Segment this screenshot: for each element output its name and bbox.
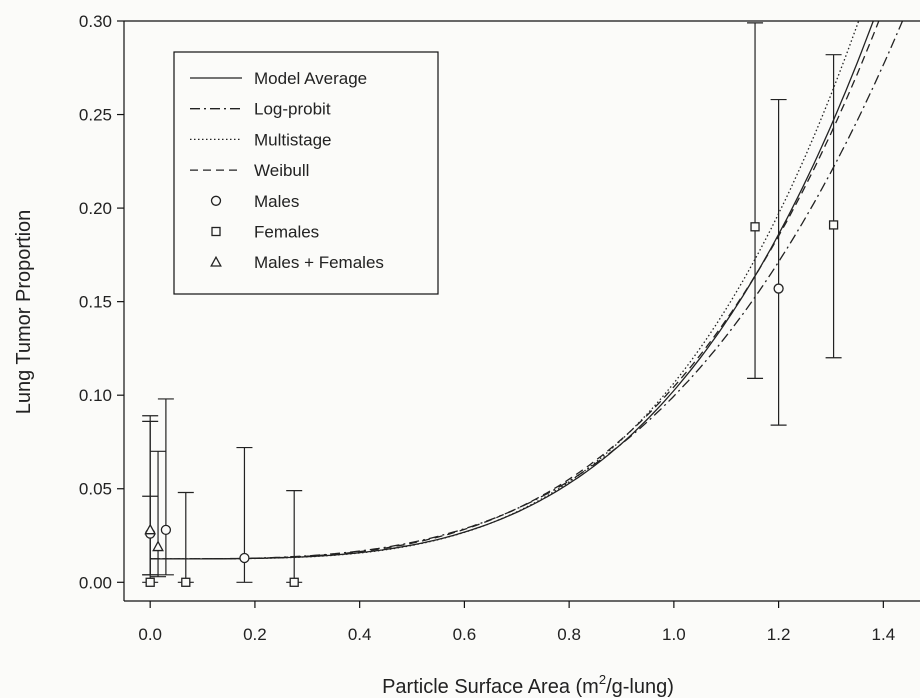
circle-marker xyxy=(160,524,172,536)
legend-label: Females xyxy=(254,223,319,242)
triangle-marker xyxy=(152,540,164,552)
x-tick-label: 1.2 xyxy=(767,625,791,644)
x-tick-label: 1.0 xyxy=(662,625,686,644)
square-marker xyxy=(289,577,299,587)
x-tick-label: 0.6 xyxy=(453,625,477,644)
x-tick-label: 0.4 xyxy=(348,625,372,644)
legend: Model Average Log-probit Multistage Weibull… xyxy=(173,51,439,295)
curve-dashed xyxy=(150,21,880,560)
x-axis-title-sup: 2 xyxy=(599,672,606,687)
x-tick-label: 0.8 xyxy=(557,625,581,644)
square-marker xyxy=(828,220,839,230)
x-axis-title-base: Particle Surface Area (m xyxy=(382,676,599,698)
y-tick-label: 0.30 xyxy=(79,12,112,31)
y-tick-label: 0.00 xyxy=(79,573,112,592)
legend-circle-marker xyxy=(210,195,222,206)
legend-label: Weibull xyxy=(254,161,309,180)
square-marker xyxy=(181,577,191,587)
x-axis-title-rest: /g-lung) xyxy=(606,676,674,698)
model-curves xyxy=(150,21,904,560)
y-tick-label: 0.10 xyxy=(79,386,112,405)
y-tick-label: 0.25 xyxy=(79,106,112,125)
legend-label: Males xyxy=(254,192,299,211)
y-tick-label: 0.20 xyxy=(79,199,112,218)
square-marker xyxy=(750,222,760,232)
ticks: 0.0 0.2 0.4 0.6 0.8 1.0 1.2 1.4 0.00 0.05 0.10 0.15… xyxy=(79,12,895,644)
legend-label: Males + Females xyxy=(254,253,384,272)
legend-label: Model Average xyxy=(254,69,367,88)
axes xyxy=(123,20,920,602)
x-axis-title: Particle Surface Area (m2/g-lung) xyxy=(382,672,674,698)
legend-label: Multistage xyxy=(254,130,331,149)
x-tick-label: 1.4 xyxy=(872,625,896,644)
curve-dashdot xyxy=(150,21,904,560)
legend-box xyxy=(173,51,439,295)
y-axis-title: Lung Tumor Proportion xyxy=(13,210,35,415)
error-bars xyxy=(142,22,842,583)
square-marker xyxy=(145,577,155,587)
circle-marker xyxy=(773,283,784,294)
x-tick-label: 0.0 xyxy=(138,625,162,644)
x-tick-label: 0.2 xyxy=(243,625,267,644)
legend-triangle-marker xyxy=(210,255,222,267)
y-tick-label: 0.15 xyxy=(79,293,112,312)
legend-label: Log-probit xyxy=(254,100,331,119)
y-tick-label: 0.05 xyxy=(79,480,112,499)
triangle-marker xyxy=(144,523,157,535)
circle-marker xyxy=(239,552,250,564)
legend-square-marker xyxy=(211,226,221,237)
data-points xyxy=(144,220,839,587)
